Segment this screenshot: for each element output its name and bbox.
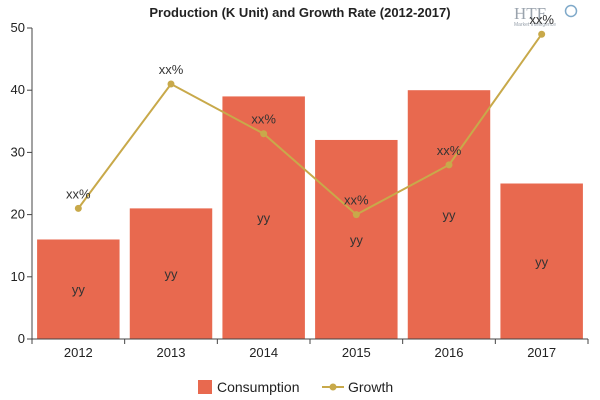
growth-point: [167, 80, 175, 88]
growth-line: [77, 33, 543, 216]
growth-data-label: xx%: [66, 186, 91, 201]
x-tick-label: 2016: [435, 345, 464, 360]
y-axis: 0 10 20 30 40 50: [11, 20, 33, 346]
growth-data-label: xx%: [344, 193, 369, 208]
growth-data-label: xx%: [529, 12, 554, 27]
logo-subtitle: Market Intelligence: [514, 22, 556, 28]
x-tick-label: 2012: [64, 345, 93, 360]
growth-point: [352, 211, 360, 219]
bar-data-label: yy: [535, 254, 549, 269]
legend-swatch-growth-marker: [329, 383, 337, 391]
y-tick-label: 50: [11, 20, 25, 35]
bar-data-label: yy: [350, 232, 364, 247]
bar-data-label: yy: [257, 211, 271, 226]
y-tick-label: 0: [18, 331, 25, 346]
bar: [37, 239, 120, 339]
growth-point: [260, 130, 268, 138]
chart-title: Production (K Unit) and Growth Rate (201…: [149, 5, 450, 20]
growth-point: [445, 161, 453, 169]
htf-logo: HTF Market Intelligence: [514, 4, 578, 28]
legend-label-consumption: Consumption: [217, 379, 300, 395]
x-axis: 2012 2013 2014 2015 2016 2017: [31, 338, 589, 360]
y-tick-label: 30: [11, 144, 25, 159]
bar: [315, 139, 398, 339]
growth-data-label: xx%: [251, 112, 276, 127]
y-tick-label: 10: [11, 269, 25, 284]
legend-label-growth: Growth: [348, 379, 393, 395]
line-series: xx% xx% xx% xx% xx% xx%: [66, 12, 554, 219]
bar: [129, 208, 213, 339]
legend-swatch-consumption: [198, 380, 212, 394]
y-tick-label: 20: [11, 207, 25, 222]
growth-point: [538, 30, 546, 38]
growth-point: [74, 204, 82, 212]
x-tick-label: 2017: [527, 345, 556, 360]
x-tick-label: 2014: [249, 345, 278, 360]
bar: [407, 90, 491, 339]
bar: [500, 183, 583, 339]
bar-data-label: yy: [165, 267, 179, 282]
bar-data-label: yy: [443, 208, 457, 223]
growth-data-label: xx%: [437, 143, 462, 158]
logo-text: HTF: [514, 4, 546, 23]
growth-data-label: xx%: [159, 62, 184, 77]
globe-icon: [564, 4, 578, 18]
bar-series: yy yy yy yy yy yy: [37, 90, 583, 339]
bar-data-label: yy: [72, 282, 86, 297]
y-tick-label: 40: [11, 82, 25, 97]
x-tick-label: 2015: [342, 345, 371, 360]
legend: Consumption Growth: [198, 379, 393, 395]
x-tick-label: 2013: [157, 345, 186, 360]
